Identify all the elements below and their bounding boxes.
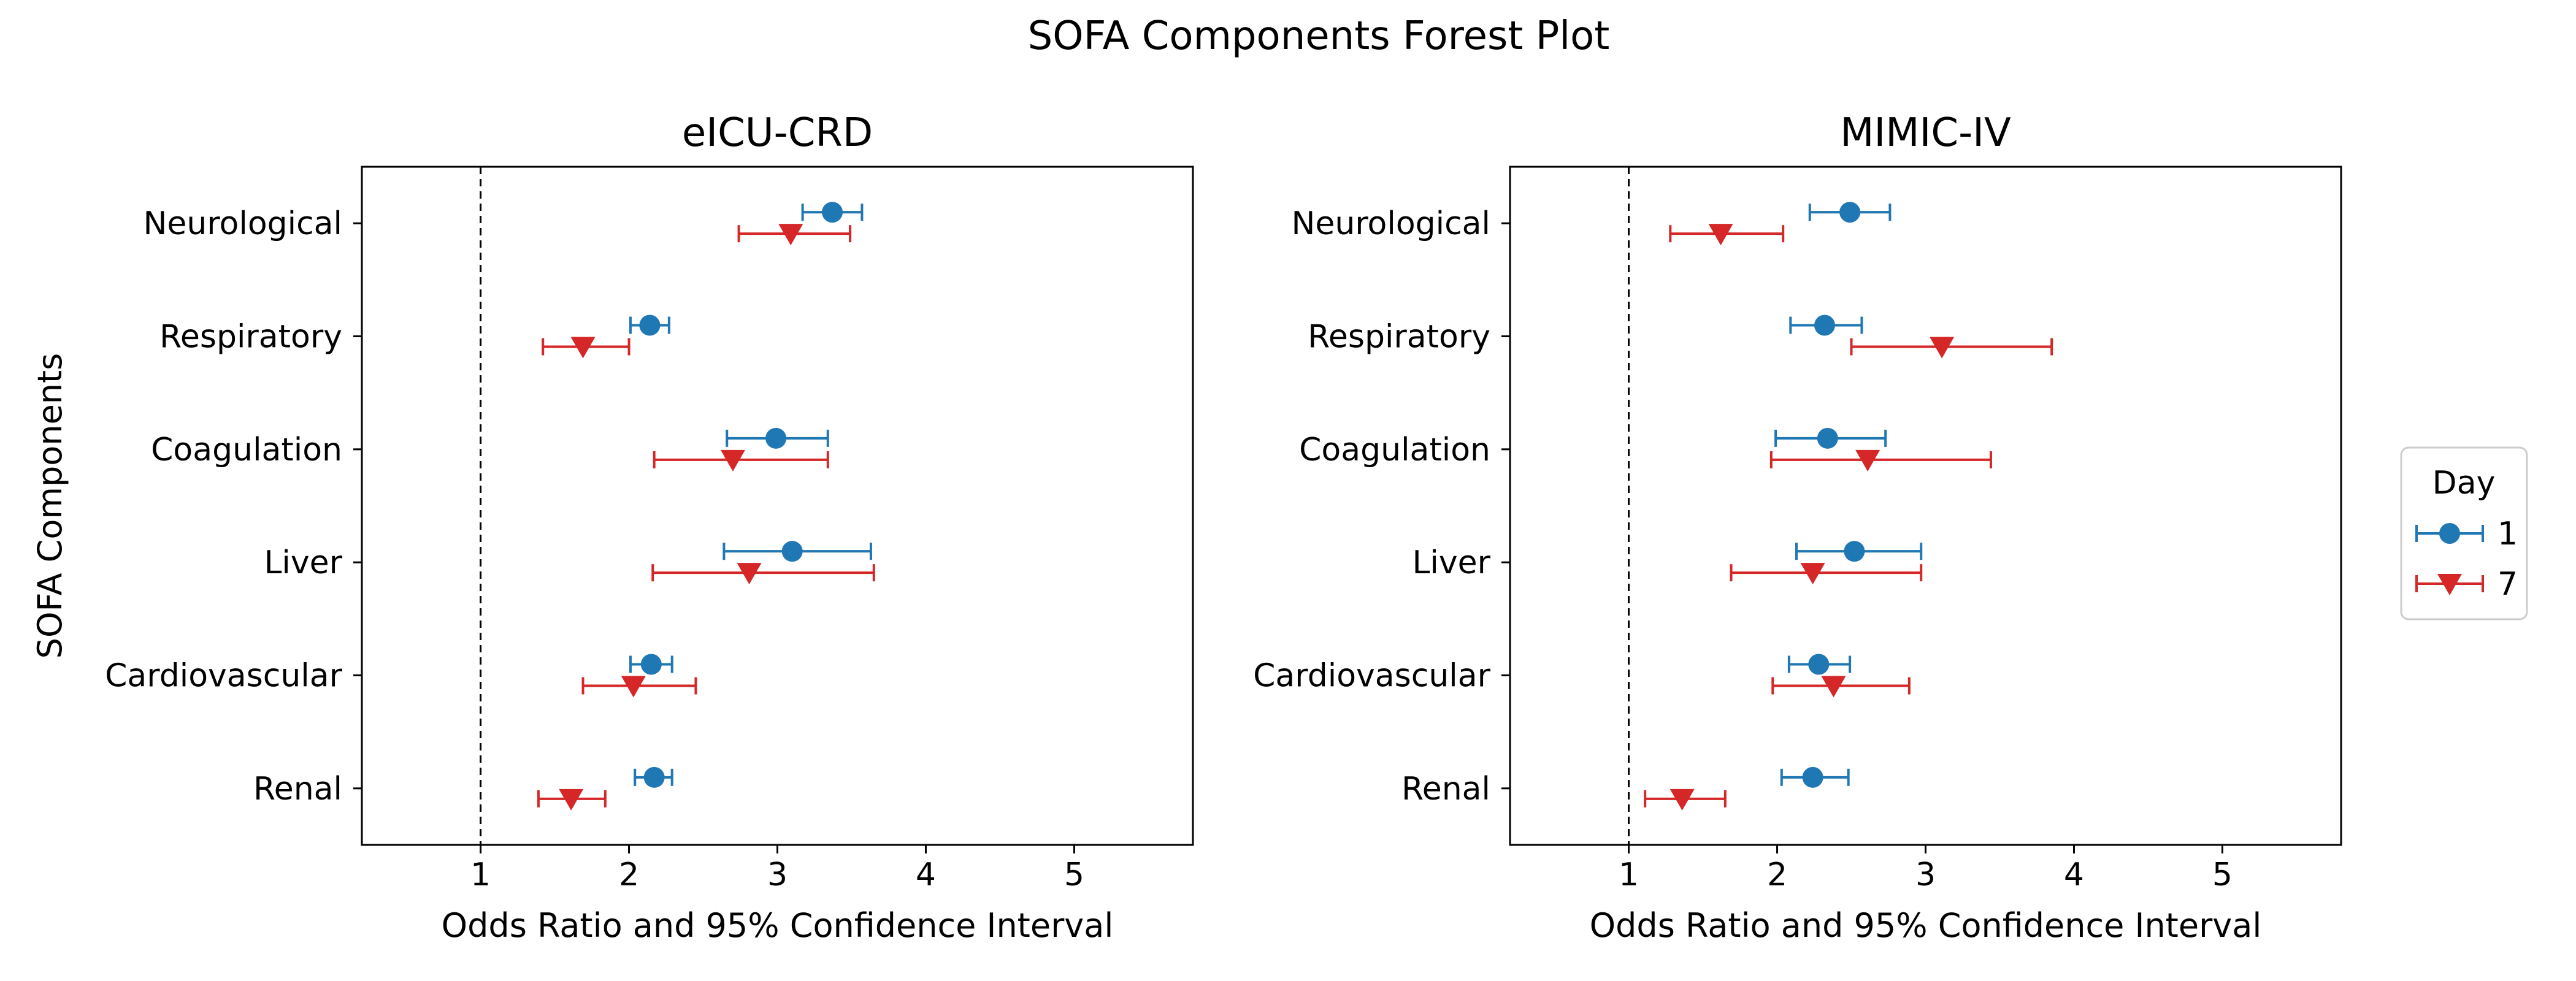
point-cardiovascular-day-7 <box>1821 676 1846 698</box>
panel-title: eICU-CRD <box>682 110 873 156</box>
y-axis-label: SOFA Components <box>31 353 69 659</box>
panel-eicu-crd: 1 2 3 4 5 Neurological Respiratory Coagulation L… <box>105 110 1194 945</box>
legend-label: 7 <box>2497 566 2518 603</box>
x-tick-label: 4 <box>916 857 936 893</box>
y-tick-label-liver: Liver <box>1412 544 1490 581</box>
x-tick-label: 5 <box>2212 857 2233 893</box>
point-neurological-day-1 <box>1839 202 1861 223</box>
point-renal-day-7 <box>1669 788 1695 811</box>
x-tick-label: 1 <box>470 857 491 893</box>
y-tick-label-cardiovascular: Cardiovascular <box>105 658 342 695</box>
point-respiratory-day-1 <box>1814 315 1835 336</box>
legend-entry-day-7: 7 <box>2415 566 2518 603</box>
figure-title: SOFA Components Forest Plot <box>1028 13 1610 59</box>
point-renal-day-1 <box>1802 766 1823 788</box>
y-tick-label-renal: Renal <box>1401 771 1490 807</box>
point-renal-day-7 <box>559 788 584 811</box>
point-liver-day-7 <box>1800 563 1825 585</box>
x-axis-label: Odds Ratio and 95% Confidence Interval <box>442 906 1114 945</box>
point-respiratory-day-1 <box>639 315 661 336</box>
y-tick-label-neurological: Neurological <box>1291 205 1490 242</box>
y-tick-label-cardiovascular: Cardiovascular <box>1253 658 1490 695</box>
point-liver-day-1 <box>781 541 803 562</box>
x-tick-label: 1 <box>1619 857 1639 893</box>
series-day-7 <box>537 224 875 811</box>
y-tick-label-liver: Liver <box>264 544 342 581</box>
plot-frame <box>361 166 1194 846</box>
series-day-1 <box>1774 202 1923 788</box>
point-renal-day-1 <box>643 766 665 788</box>
y-tick-label-respiratory: Respiratory <box>159 319 342 356</box>
point-neurological-day-1 <box>822 202 843 223</box>
x-tick-label: 2 <box>619 857 639 893</box>
point-coagulation-day-7 <box>1855 449 1880 471</box>
point-cardiovascular-day-1 <box>640 654 662 675</box>
series-day-7 <box>1644 224 2053 811</box>
legend-marker <box>2439 523 2460 544</box>
y-tick-label-respiratory: Respiratory <box>1308 319 1490 356</box>
point-respiratory-day-7 <box>1930 337 1955 359</box>
point-liver-day-7 <box>737 563 762 585</box>
legend-title: Day <box>2432 465 2496 502</box>
y-tick-label-coagulation: Coagulation <box>151 432 342 468</box>
point-coagulation-day-1 <box>1817 427 1838 449</box>
point-cardiovascular-day-7 <box>621 676 646 698</box>
panel-title: MIMIC-IV <box>1840 110 2011 156</box>
x-tick-label: 4 <box>2064 857 2084 893</box>
plot-frame <box>1509 166 2342 846</box>
x-axis-label: Odds Ratio and 95% Confidence Interval <box>1590 906 2262 945</box>
y-tick-label-coagulation: Coagulation <box>1299 432 1490 468</box>
point-coagulation-day-1 <box>765 427 787 449</box>
y-tick-label-renal: Renal <box>253 771 342 807</box>
x-tick-label: 3 <box>767 857 788 893</box>
point-coagulation-day-7 <box>720 449 745 471</box>
x-tick-label: 3 <box>1915 857 1936 893</box>
legend-marker <box>2437 574 2462 595</box>
legend-entry-day-1: 1 <box>2415 516 2518 552</box>
x-tick-label: 5 <box>1064 857 1084 893</box>
point-cardiovascular-day-1 <box>1808 654 1830 675</box>
point-respiratory-day-7 <box>570 337 596 359</box>
series-day-1 <box>629 202 872 788</box>
panel-mimic-iv: 1 2 3 4 5 Neurological Respiratory Coagulation L… <box>1253 110 2342 945</box>
point-neurological-day-7 <box>1708 224 1733 246</box>
point-neurological-day-7 <box>778 224 803 246</box>
y-tick-label-neurological: Neurological <box>143 205 342 242</box>
legend-label: 1 <box>2497 516 2518 552</box>
x-tick-label: 2 <box>1767 857 1787 893</box>
point-liver-day-1 <box>1844 541 1865 562</box>
